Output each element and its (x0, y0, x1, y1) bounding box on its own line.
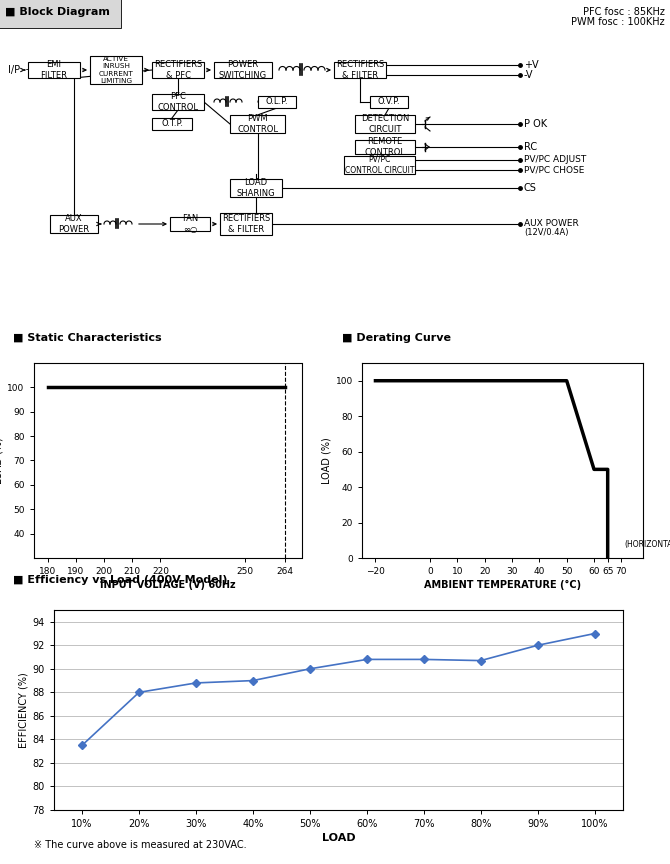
Text: RECTIFIERS
& FILTER: RECTIFIERS & FILTER (336, 60, 384, 80)
Bar (355, 140, 415, 154)
Text: AUX
POWER: AUX POWER (58, 214, 90, 234)
Text: POWER
SWITCHING: POWER SWITCHING (219, 60, 267, 80)
Bar (344, 156, 415, 174)
Text: LOAD
SHARING: LOAD SHARING (237, 178, 275, 198)
Text: CS: CS (524, 183, 537, 193)
Bar (152, 62, 204, 78)
Bar (90, 56, 142, 84)
X-axis label: INPUT VOLTAGE (V) 60Hz: INPUT VOLTAGE (V) 60Hz (100, 581, 235, 590)
Text: I/P  ─: I/P ─ (8, 65, 32, 75)
Text: PV/PC
CONTROL CIRCUIT: PV/PC CONTROL CIRCUIT (345, 155, 414, 175)
Bar (230, 115, 285, 133)
Bar (258, 96, 296, 108)
Bar (152, 94, 204, 110)
Text: O.V.P.: O.V.P. (378, 98, 400, 106)
Text: ACTIVE
INRUSH
CURRENT
LIMITING: ACTIVE INRUSH CURRENT LIMITING (98, 56, 133, 85)
Y-axis label: LOAD (%): LOAD (%) (322, 437, 332, 484)
X-axis label: AMBIENT TEMPERATURE (°C): AMBIENT TEMPERATURE (°C) (424, 581, 581, 590)
Bar (370, 96, 408, 108)
Y-axis label: EFFICIENCY (%): EFFICIENCY (%) (18, 672, 28, 748)
Text: RC: RC (524, 142, 537, 152)
Bar (230, 179, 282, 197)
Text: O.L.P.: O.L.P. (266, 98, 288, 106)
Text: DETECTION
CIRCUIT: DETECTION CIRCUIT (361, 114, 409, 134)
Bar (170, 217, 210, 231)
Text: (12V/0.4A): (12V/0.4A) (524, 227, 569, 237)
Text: PWM fosc : 100KHz: PWM fosc : 100KHz (572, 17, 665, 27)
Text: ■ Derating Curve: ■ Derating Curve (342, 333, 451, 343)
Text: AUX POWER: AUX POWER (524, 219, 579, 228)
Text: (HORIZONTAL): (HORIZONTAL) (624, 540, 670, 550)
Text: EMI
FILTER: EMI FILTER (40, 60, 68, 80)
Bar (152, 118, 192, 130)
Text: RECTIFIERS
& PFC: RECTIFIERS & PFC (154, 60, 202, 80)
Text: P OK: P OK (524, 119, 547, 129)
Text: PFC fosc : 85KHz: PFC fosc : 85KHz (583, 7, 665, 17)
Bar (50, 215, 98, 233)
Text: RECTIFIERS
& FILTER: RECTIFIERS & FILTER (222, 214, 270, 234)
Text: +V: +V (524, 60, 539, 70)
Text: PV/PC CHOSE: PV/PC CHOSE (524, 166, 584, 175)
X-axis label: LOAD: LOAD (322, 833, 355, 843)
Bar (334, 62, 386, 78)
Text: O.T.P.: O.T.P. (161, 119, 183, 129)
Text: ■ Efficiency vs Load (400V Model): ■ Efficiency vs Load (400V Model) (13, 575, 228, 585)
Bar (220, 213, 272, 235)
Text: PFC
CONTROL: PFC CONTROL (157, 92, 198, 112)
Text: ■ Static Characteristics: ■ Static Characteristics (13, 333, 162, 343)
Y-axis label: LOAD (%): LOAD (%) (0, 437, 3, 484)
Text: REMOTE
CONTROL: REMOTE CONTROL (364, 137, 405, 157)
Text: FAN
∞○: FAN ∞○ (182, 214, 198, 234)
Bar (28, 62, 80, 78)
Text: ■ Block Diagram: ■ Block Diagram (5, 7, 110, 17)
Text: PV/PC ADJUST: PV/PC ADJUST (524, 156, 586, 164)
Bar (355, 115, 415, 133)
Text: -V: -V (524, 70, 533, 80)
Bar (214, 62, 272, 78)
Text: ※ The curve above is measured at 230VAC.: ※ The curve above is measured at 230VAC. (34, 840, 246, 850)
Text: PWM
CONTROL: PWM CONTROL (237, 114, 278, 134)
